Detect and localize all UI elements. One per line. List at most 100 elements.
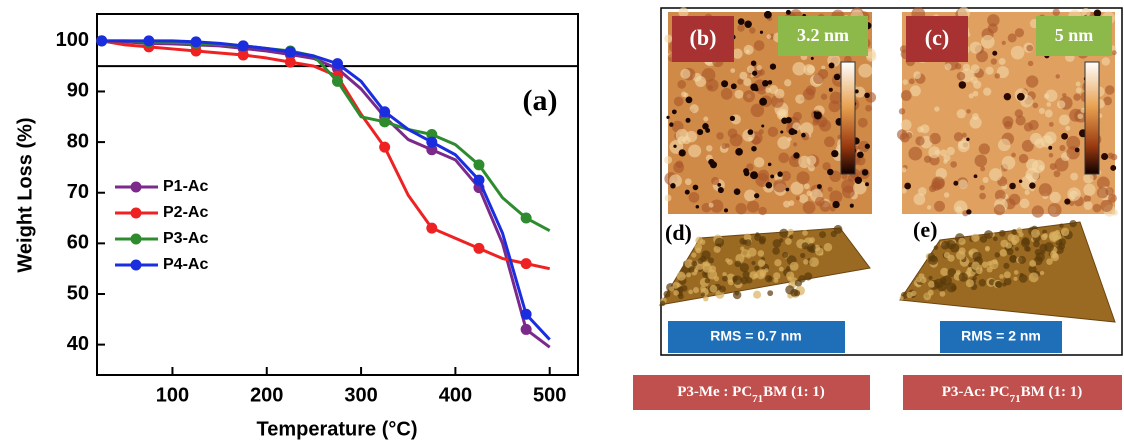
- afm-grain: [1039, 183, 1052, 196]
- afm-grain: [958, 140, 970, 152]
- afm-pore: [717, 183, 721, 187]
- caption-text: P3-Me : PC: [677, 384, 752, 400]
- afm-grain: [815, 197, 825, 207]
- afm-grain: [773, 239, 782, 248]
- afm-grain: [971, 77, 978, 84]
- afm-grain: [908, 147, 922, 161]
- afm-grain: [709, 203, 714, 208]
- afm-grain: [773, 179, 786, 192]
- y-tick-label: 100: [56, 29, 89, 51]
- afm-grain: [975, 154, 988, 167]
- data-point: [143, 35, 154, 46]
- afm-grain: [676, 129, 689, 142]
- afm-grain: [739, 72, 747, 80]
- afm-grain: [673, 282, 680, 289]
- afm-grain: [899, 108, 905, 114]
- afm-grain: [930, 133, 941, 144]
- afm-grain: [785, 285, 794, 294]
- caption-text: P3-Ac: PC: [942, 384, 1010, 400]
- afm-grain: [758, 250, 765, 257]
- data-point: [473, 243, 484, 254]
- afm-grain: [906, 132, 913, 139]
- afm-pore: [1075, 148, 1080, 153]
- afm-grain: [989, 168, 1002, 181]
- afm-grain: [987, 266, 993, 272]
- afm-pore: [817, 184, 822, 189]
- afm-pore: [781, 117, 788, 124]
- afm-grain: [1077, 113, 1083, 119]
- afm-grain: [911, 291, 917, 297]
- afm-grain: [1065, 126, 1070, 131]
- afm-pore: [811, 57, 814, 60]
- afm-grain: [787, 137, 791, 141]
- afm-grain: [957, 109, 966, 118]
- afm-grain: [1083, 184, 1095, 196]
- afm-grain: [678, 7, 688, 17]
- afm-grain: [819, 231, 826, 238]
- afm-grain: [674, 97, 684, 107]
- data-point: [473, 159, 484, 170]
- afm-grain: [1031, 229, 1040, 238]
- afm-grain: [982, 261, 988, 267]
- rms-label: RMS = 0.7 nm: [710, 328, 801, 344]
- afm-grain: [753, 291, 761, 299]
- y-tick-label: 90: [67, 80, 89, 102]
- afm-grain: [981, 35, 995, 49]
- afm-grain: [691, 252, 696, 257]
- afm-grain: [798, 156, 810, 168]
- afm-grain: [760, 273, 765, 278]
- afm-grain: [751, 104, 765, 118]
- afm-pore: [1048, 146, 1052, 150]
- afm-grain: [999, 274, 1004, 279]
- data-point: [473, 175, 484, 186]
- afm-grain: [790, 262, 799, 271]
- afm-grain: [719, 286, 726, 293]
- afm-grain: [660, 301, 665, 306]
- afm-pore: [762, 80, 769, 87]
- afm-grain: [677, 272, 686, 281]
- afm-grain: [976, 267, 983, 274]
- legend-label: P3-Ac: [163, 230, 208, 247]
- afm-grain: [1070, 173, 1078, 181]
- afm-grain: [995, 73, 1001, 79]
- afm-grain: [1045, 110, 1053, 118]
- afm-grain: [824, 243, 833, 252]
- afm-grain: [1067, 187, 1080, 200]
- afm-grain: [735, 203, 746, 214]
- afm-grain: [1048, 203, 1062, 217]
- afm-grain: [703, 264, 712, 273]
- afm-pore: [780, 131, 783, 134]
- afm-grain: [680, 69, 690, 79]
- afm-grain: [737, 24, 744, 31]
- afm-grain: [1020, 199, 1030, 209]
- afm-grain: [1026, 75, 1038, 87]
- afm-pore: [862, 169, 869, 176]
- afm-grain: [800, 253, 805, 258]
- afm-grain: [954, 132, 963, 141]
- afm-grain: [1006, 248, 1013, 255]
- afm-pore: [730, 116, 735, 121]
- afm-grain: [765, 275, 772, 282]
- afm-grain: [795, 279, 802, 286]
- afm-pore: [768, 80, 773, 85]
- afm-grain: [685, 178, 692, 185]
- rms-label: RMS = 2 nm: [961, 328, 1041, 344]
- panel-label: (a): [523, 84, 558, 117]
- afm-grain: [979, 143, 990, 154]
- afm-grain: [957, 72, 966, 81]
- afm-pore: [1064, 199, 1070, 205]
- afm-pore: [832, 201, 839, 208]
- afm-grain: [786, 271, 794, 279]
- afm-grain: [1105, 85, 1114, 94]
- afm-grain: [803, 201, 816, 214]
- afm-grain: [737, 79, 743, 85]
- afm-grain: [915, 136, 924, 145]
- afm-grain: [901, 167, 906, 172]
- afm-grain: [1006, 242, 1012, 248]
- afm-grain: [677, 80, 686, 89]
- legend-marker: [131, 208, 142, 219]
- afm-pore: [1009, 183, 1016, 190]
- afm-grain: [969, 93, 974, 98]
- afm-pore: [750, 171, 758, 179]
- afm-grain: [834, 225, 843, 234]
